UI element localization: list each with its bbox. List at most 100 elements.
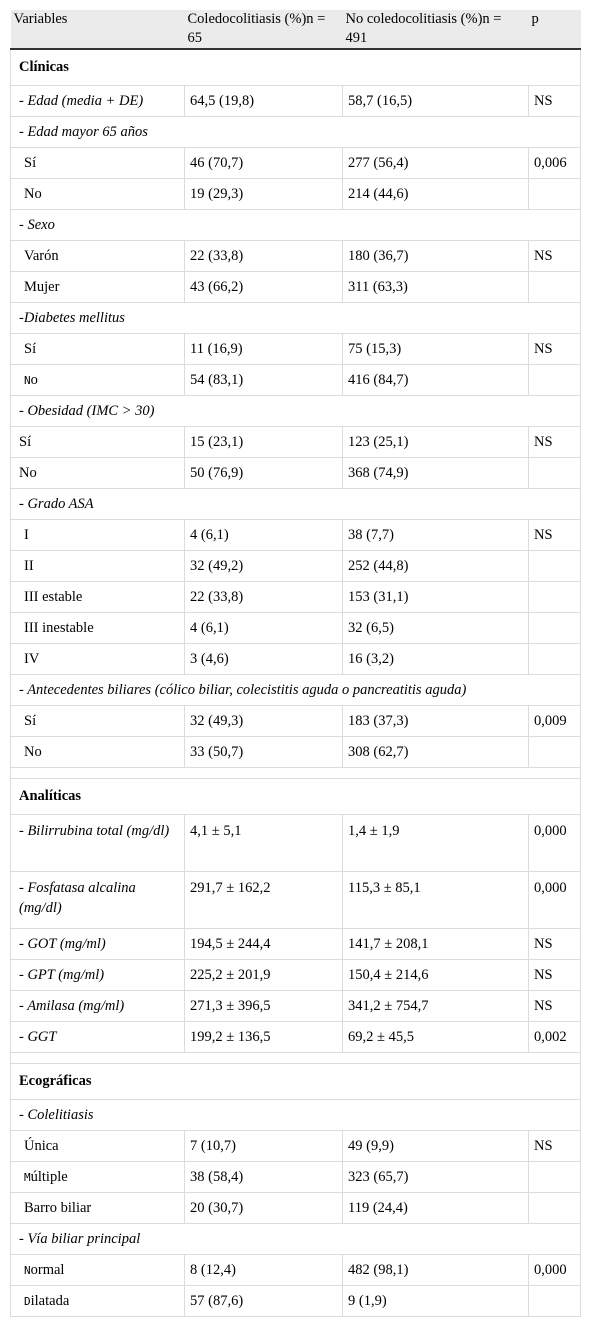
table-row: Sí 32 (49,3) 183 (37,3) 0,009 [10, 705, 581, 737]
table-row: II 32 (49,2) 252 (44,8) [10, 550, 581, 582]
value-coledocolitiasis: 32 (49,3) [184, 705, 343, 737]
value-no-coledocolitiasis: 38 (7,7) [342, 519, 529, 551]
row-label-initial: M [24, 1170, 31, 1184]
row-label: Barro biliar [10, 1192, 185, 1224]
row-label-initial: D [24, 1294, 31, 1308]
subheading-label: - Edad mayor 65 años [10, 116, 581, 148]
row-label-text: No [19, 464, 37, 481]
value-p: NS [528, 928, 581, 960]
table-row: No 50 (76,9) 368 (74,9) [10, 457, 581, 489]
value-coledocolitiasis: 57 (87,6) [184, 1285, 343, 1317]
row-label: - GGT [10, 1021, 185, 1053]
value-coledocolitiasis: 50 (76,9) [184, 457, 343, 489]
spacer-cell [10, 1052, 581, 1064]
value-no-coledocolitiasis: 58,7 (16,5) [342, 85, 529, 117]
value-no-coledocolitiasis: 368 (74,9) [342, 457, 529, 489]
value-p: 0,000 [528, 1254, 581, 1286]
table-row: - GOT (mg/ml) 194,5 ± 244,4 141,7 ± 208,1 N… [10, 928, 581, 960]
row-label-text: - Fosfatasa alcalina (mg/dl) [19, 880, 136, 916]
subheading-row: - Antecedentes biliares (cólico biliar, … [10, 674, 581, 706]
row-label: - Fosfatasa alcalina (mg/dl) [10, 871, 185, 929]
table-row: - Bilirrubina total (mg/dl) 4,1 ± 5,1 1,4 … [10, 814, 581, 872]
table-row: IV 3 (4,6) 16 (3,2) [10, 643, 581, 675]
row-label-text: - GGT [19, 1028, 57, 1045]
row-label-text: Varón [24, 247, 59, 264]
row-label-text: Única [24, 1137, 59, 1154]
value-p: 0,006 [528, 147, 581, 179]
row-label: Múltiple [10, 1161, 185, 1193]
row-label-text: - GOT (mg/ml) [19, 935, 106, 952]
value-no-coledocolitiasis: 311 (63,3) [342, 271, 529, 303]
table-row: Múltiple 38 (58,4) 323 (65,7) [10, 1161, 581, 1193]
value-coledocolitiasis: 7 (10,7) [184, 1130, 343, 1162]
spacer-row [10, 767, 581, 779]
value-no-coledocolitiasis: 341,2 ± 754,7 [342, 990, 529, 1022]
row-label-text: - Edad (media + DE) [19, 92, 144, 109]
value-coledocolitiasis: 33 (50,7) [184, 736, 343, 768]
header-coledocolitiasis: Coledocolitiasis (%)n = 65 [184, 10, 343, 50]
subheading-label: - Obesidad (IMC > 30) [10, 395, 581, 427]
row-label: Dilatada [10, 1285, 185, 1317]
table-row: - GGT 199,2 ± 136,5 69,2 ± 45,5 0,002 [10, 1021, 581, 1053]
section-title: Clínicas [10, 49, 581, 86]
header-p: p [528, 10, 581, 50]
value-coledocolitiasis: 32 (49,2) [184, 550, 343, 582]
value-no-coledocolitiasis: 252 (44,8) [342, 550, 529, 582]
subheading-row: -Diabetes mellitus [10, 302, 581, 334]
value-no-coledocolitiasis: 69,2 ± 45,5 [342, 1021, 529, 1053]
table-row: Sí 11 (16,9) 75 (15,3) NS [10, 333, 581, 365]
value-no-coledocolitiasis: 141,7 ± 208,1 [342, 928, 529, 960]
row-label: - GOT (mg/ml) [10, 928, 185, 960]
table-row: No 33 (50,7) 308 (62,7) [10, 736, 581, 768]
value-no-coledocolitiasis: 123 (25,1) [342, 426, 529, 458]
row-label-initial: N [24, 1263, 31, 1277]
row-label: - Amilasa (mg/ml) [10, 990, 185, 1022]
row-label: Sí [10, 333, 185, 365]
value-coledocolitiasis: 8 (12,4) [184, 1254, 343, 1286]
subheading-row: - Edad mayor 65 años [10, 116, 581, 148]
value-p: NS [528, 240, 581, 272]
row-label: No [10, 736, 185, 768]
value-coledocolitiasis: 199,2 ± 136,5 [184, 1021, 343, 1053]
row-label: I [10, 519, 185, 551]
section-title: Analíticas [10, 778, 581, 815]
table-row: III estable 22 (33,8) 153 (31,1) [10, 581, 581, 613]
table-row: - Edad (media + DE) 64,5 (19,8) 58,7 (16,5… [10, 85, 581, 117]
value-p: NS [528, 990, 581, 1022]
row-label: Mujer [10, 271, 185, 303]
row-label: III estable [10, 581, 185, 613]
row-label-text: I [24, 526, 29, 543]
value-no-coledocolitiasis: 16 (3,2) [342, 643, 529, 675]
header-row: Variables Coledocolitiasis (%)n = 65 No … [10, 10, 581, 50]
value-p: NS [528, 1130, 581, 1162]
row-label-text: IV [24, 650, 40, 667]
table-row: No 54 (83,1) 416 (84,7) [10, 364, 581, 396]
row-label-text: últiple [30, 1168, 68, 1185]
value-p: 0,009 [528, 705, 581, 737]
value-no-coledocolitiasis: 482 (98,1) [342, 1254, 529, 1286]
value-p: 0,002 [528, 1021, 581, 1053]
row-label: II [10, 550, 185, 582]
value-no-coledocolitiasis: 183 (37,3) [342, 705, 529, 737]
subheading-label: - Sexo [10, 209, 581, 241]
row-label-text: Barro biliar [24, 1199, 92, 1216]
value-p: NS [528, 85, 581, 117]
table-row: No 19 (29,3) 214 (44,6) [10, 178, 581, 210]
row-label-text: ormal [30, 1261, 65, 1278]
value-p: NS [528, 519, 581, 551]
subheading-label: - Vía biliar principal [10, 1223, 581, 1255]
row-label-text: Sí [24, 340, 37, 357]
value-coledocolitiasis: 38 (58,4) [184, 1161, 343, 1193]
row-label: Única [10, 1130, 185, 1162]
value-coledocolitiasis: 22 (33,8) [184, 240, 343, 272]
value-p [528, 1285, 581, 1317]
row-label: Varón [10, 240, 185, 272]
table-row: I 4 (6,1) 38 (7,7) NS [10, 519, 581, 551]
section-row: Clínicas [10, 49, 581, 86]
value-no-coledocolitiasis: 49 (9,9) [342, 1130, 529, 1162]
value-no-coledocolitiasis: 32 (6,5) [342, 612, 529, 644]
table-body: Clínicas - Edad (media + DE) 64,5 (19,8) 58… [10, 49, 581, 1317]
value-coledocolitiasis: 54 (83,1) [184, 364, 343, 396]
table-row: Única 7 (10,7) 49 (9,9) NS [10, 1130, 581, 1162]
value-p [528, 364, 581, 396]
